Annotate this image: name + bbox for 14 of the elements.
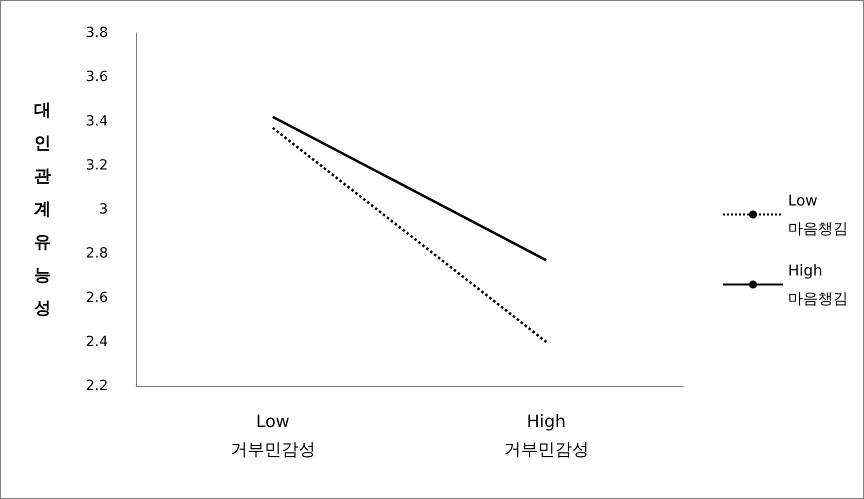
x-tick-label: Low 거부민감성 — [230, 412, 316, 460]
y-tick-label: 3.2 — [86, 157, 108, 174]
y-tick-label: 3.6 — [86, 69, 108, 86]
y-tick-label: 2.6 — [86, 290, 108, 306]
y-tick-label: 2.4 — [86, 334, 108, 350]
y-tick-label: 3 — [99, 202, 108, 218]
legend-label: Low 마음챙김 — [788, 192, 848, 238]
y-tick-label: 2.8 — [86, 246, 108, 262]
y-axis-title: 대인관계유능성 — [34, 100, 51, 318]
x-tick-label: High 거부민감성 — [504, 412, 589, 460]
y-tick-label: 3.8 — [86, 25, 108, 41]
y-tick-label: 3.4 — [86, 113, 108, 130]
legend-label: High 마음챙김 — [788, 262, 848, 308]
y-tick-label: 2.2 — [86, 378, 108, 394]
